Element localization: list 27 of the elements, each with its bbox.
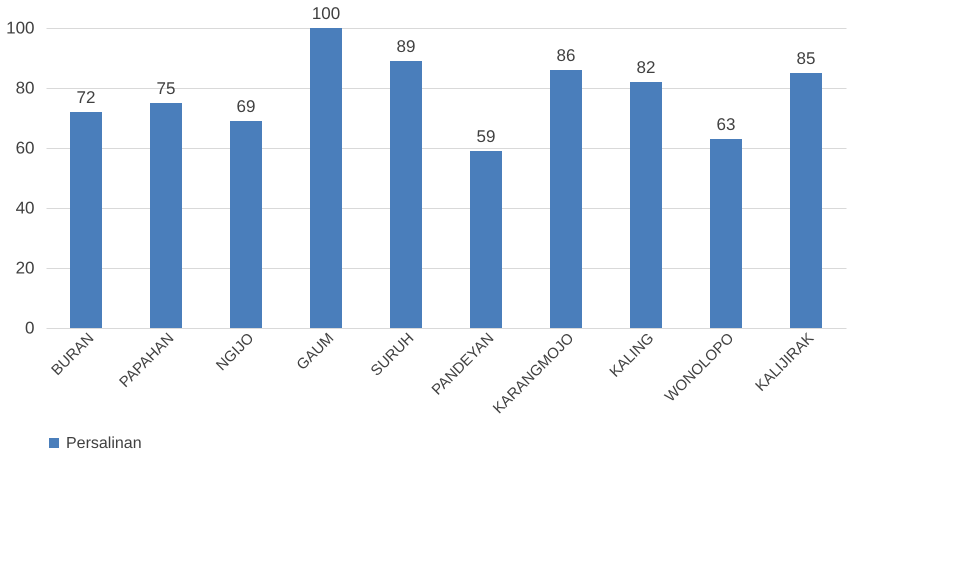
bar (230, 121, 262, 328)
y-tick-label: 100 (6, 18, 34, 38)
bar (710, 139, 742, 328)
legend-label: Persalinan (66, 435, 142, 452)
data-label: 75 (156, 79, 176, 98)
y-tick-label: 20 (16, 258, 34, 278)
bar (310, 28, 342, 328)
y-tick-label: 40 (16, 198, 34, 218)
data-label: 63 (716, 115, 736, 134)
bar (390, 61, 422, 328)
data-label: 69 (236, 97, 256, 116)
bar (630, 82, 662, 328)
bar (70, 112, 102, 328)
data-label: 72 (76, 88, 96, 107)
data-label: 59 (476, 127, 496, 146)
y-tick-label: 0 (25, 318, 34, 338)
bar (470, 151, 502, 328)
y-tick-label: 80 (16, 78, 34, 98)
data-label: 85 (796, 49, 816, 68)
data-label: 82 (636, 58, 656, 77)
bar (550, 70, 582, 328)
y-tick-label: 60 (16, 138, 34, 158)
bar (150, 103, 182, 328)
data-label: 100 (312, 4, 340, 23)
bar (790, 73, 822, 328)
data-label: 86 (556, 46, 576, 65)
data-label: 89 (396, 37, 416, 56)
